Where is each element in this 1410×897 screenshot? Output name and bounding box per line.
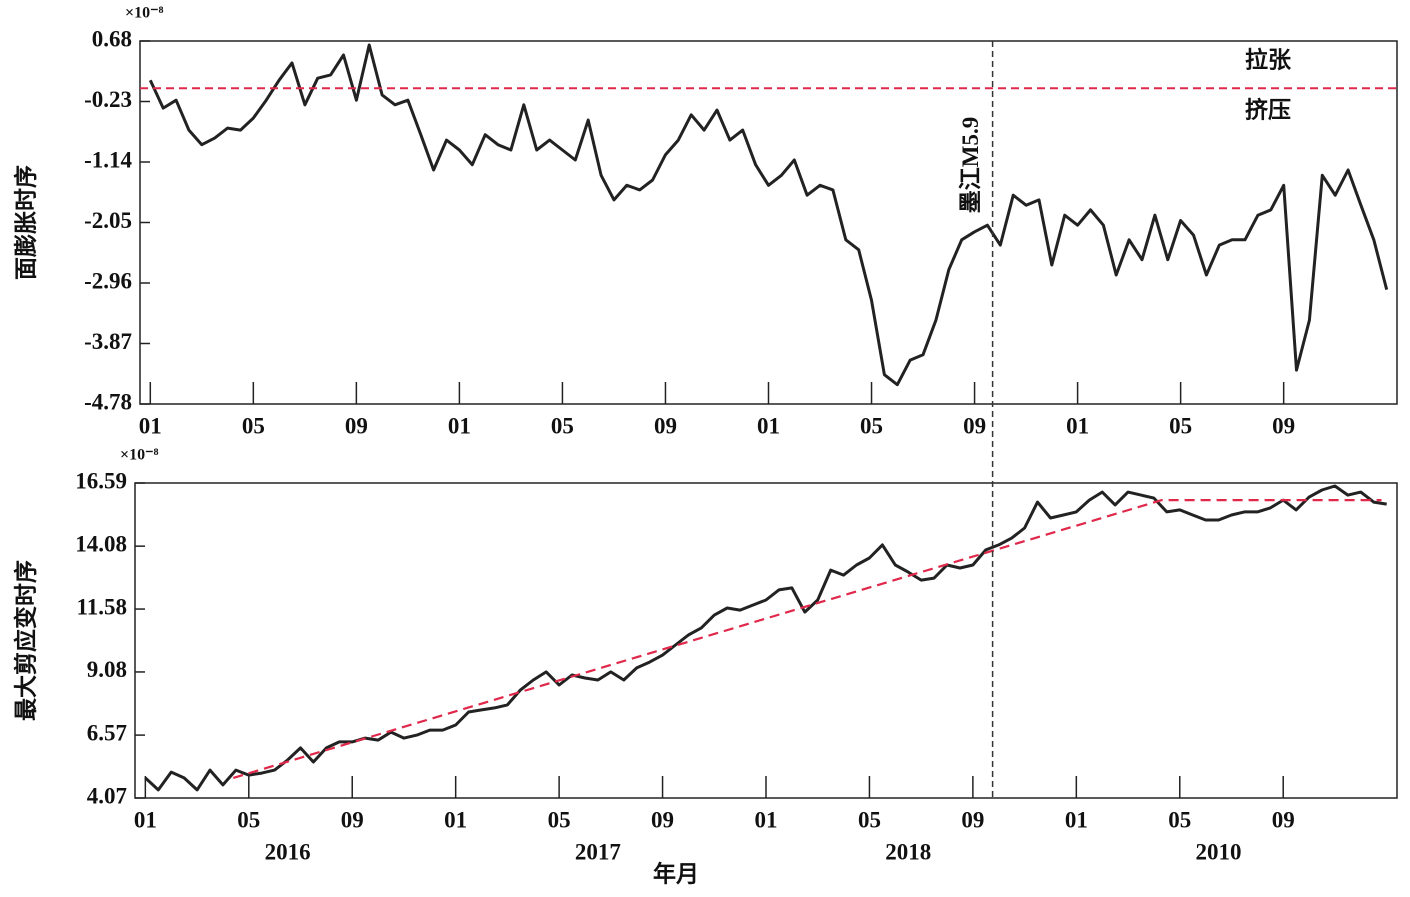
x-tick-label: 05 — [858, 807, 881, 832]
year-label: 2010 — [1196, 839, 1242, 864]
data-line — [148, 43, 1389, 387]
x-tick-label: 09 — [1272, 413, 1295, 438]
year-label: 2018 — [885, 839, 931, 864]
y-axis-title: 最大剪应变时序 — [12, 560, 38, 721]
y-tick-label: 0.68 — [92, 26, 132, 51]
x-tick-label: 09 — [651, 807, 674, 832]
year-label: 2016 — [265, 839, 311, 864]
y-tick-label: -3.87 — [84, 329, 132, 354]
x-tick-label: 01 — [134, 807, 157, 832]
x-tick-label: 09 — [963, 413, 986, 438]
x-tick-label: 09 — [345, 413, 368, 438]
y-tick-label: 11.58 — [77, 594, 127, 619]
y-axis-title: 面膨胀时序 — [12, 165, 38, 280]
plot-frame — [139, 40, 1398, 405]
x-tick-label: 01 — [1065, 807, 1088, 832]
zone-label: 挤压 — [1245, 96, 1291, 122]
x-tick-label: 01 — [139, 413, 162, 438]
y-tick-label: 4.07 — [87, 783, 127, 808]
y-tick-label: 9.08 — [87, 657, 127, 682]
x-tick-label: 01 — [448, 413, 471, 438]
x-tick-label: 05 — [551, 413, 574, 438]
x-tick-label: 05 — [242, 413, 265, 438]
x-tick-label: 05 — [860, 413, 883, 438]
x-tick-label: 05 — [548, 807, 571, 832]
x-tick-label: 05 — [1168, 807, 1191, 832]
data-line — [144, 484, 1387, 792]
x-tick-label: 09 — [341, 807, 364, 832]
y-tick-label: -4.78 — [84, 389, 132, 414]
y-tick-label: 14.08 — [75, 531, 127, 556]
trend-line — [232, 499, 1382, 779]
x-tick-label: 01 — [444, 807, 467, 832]
x-tick-label: 01 — [1066, 413, 1089, 438]
x-axis-title: 年月 — [653, 860, 699, 886]
x-tick-label: 09 — [961, 807, 984, 832]
x-tick-label: 01 — [757, 413, 780, 438]
x-tick-label: 05 — [237, 807, 260, 832]
y-tick-label: 6.57 — [87, 720, 127, 745]
x-tick-label: 09 — [1272, 807, 1295, 832]
y-tick-label: -2.05 — [84, 208, 132, 233]
y-tick-label: -1.14 — [84, 147, 132, 172]
x-tick-label: 05 — [1169, 413, 1192, 438]
x-tick-label: 09 — [654, 413, 677, 438]
y-tick-label: 16.59 — [75, 468, 127, 493]
event-label: 墨江M5.9 — [958, 117, 983, 213]
x-tick-label: 01 — [755, 807, 778, 832]
year-label: 2017 — [575, 839, 621, 864]
y-tick-label: -2.96 — [84, 268, 132, 293]
y-exponent: ×10⁻⁸ — [120, 447, 159, 464]
y-exponent: ×10⁻⁸ — [125, 5, 164, 22]
y-tick-label: -0.23 — [84, 87, 132, 112]
zone-label: 拉张 — [1245, 46, 1292, 72]
